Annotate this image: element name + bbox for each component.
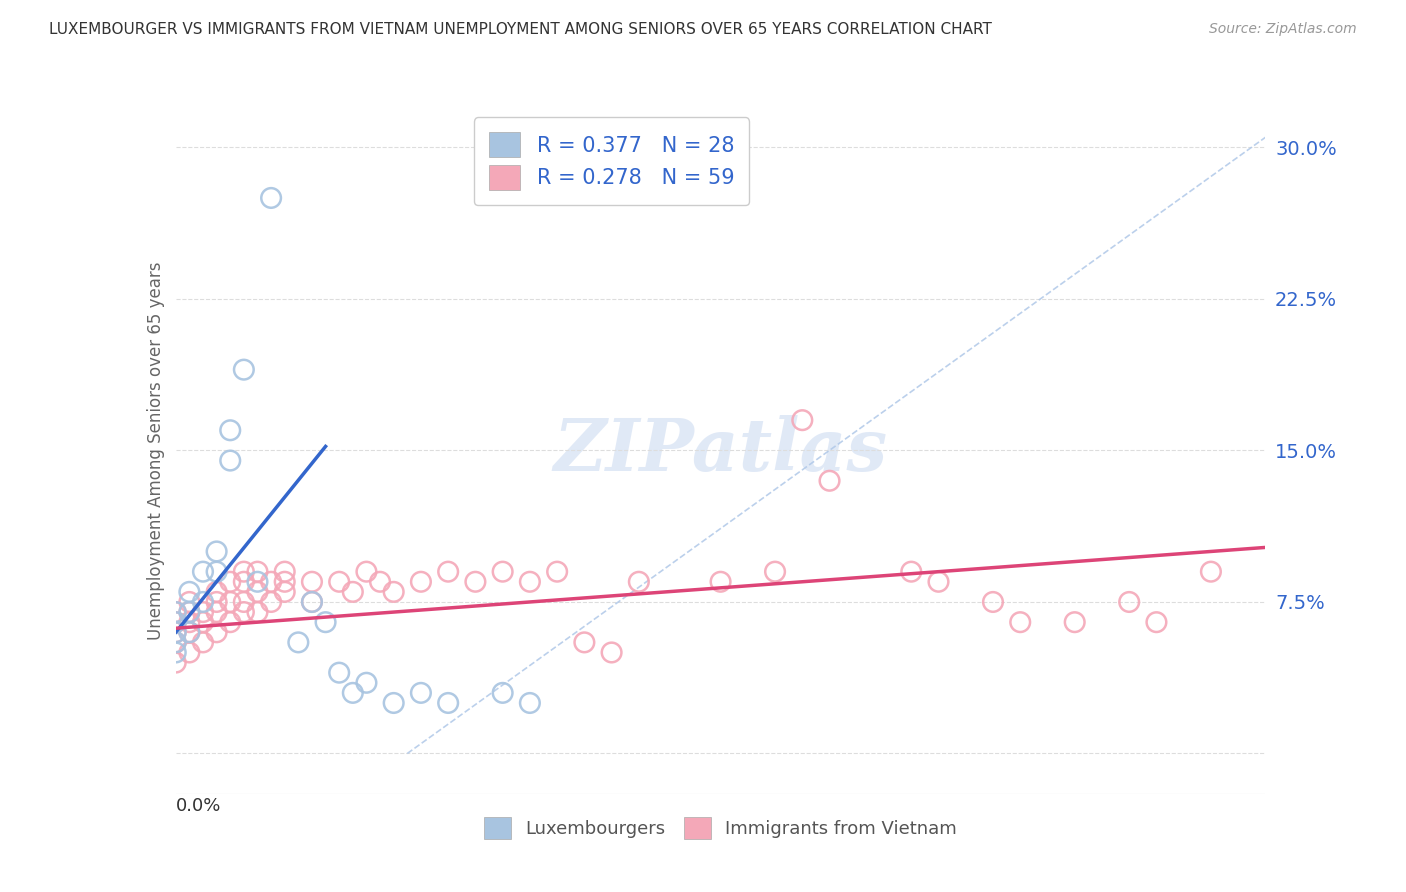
Point	[792, 413, 814, 427]
Point	[301, 595, 323, 609]
Point	[191, 595, 214, 609]
Point	[301, 574, 323, 589]
Point	[246, 574, 269, 589]
Point	[328, 665, 350, 680]
Point	[710, 574, 733, 589]
Point	[232, 605, 254, 619]
Point	[1063, 615, 1085, 630]
Point	[492, 686, 515, 700]
Point	[818, 474, 841, 488]
Point	[492, 565, 515, 579]
Point	[328, 574, 350, 589]
Point	[382, 696, 405, 710]
Point	[260, 574, 283, 589]
Point	[179, 615, 201, 630]
Point	[179, 625, 201, 640]
Point	[165, 625, 187, 640]
Point	[165, 645, 187, 659]
Point	[342, 686, 364, 700]
Point	[205, 595, 228, 609]
Point	[165, 615, 187, 630]
Point	[246, 565, 269, 579]
Point	[232, 595, 254, 609]
Point	[165, 615, 187, 630]
Point	[179, 585, 201, 599]
Point	[165, 635, 187, 649]
Point	[205, 565, 228, 579]
Point	[342, 585, 364, 599]
Point	[205, 585, 228, 599]
Point	[1144, 615, 1167, 630]
Point	[260, 191, 283, 205]
Point	[219, 574, 242, 589]
Point	[165, 625, 187, 640]
Point	[246, 585, 269, 599]
Point	[301, 595, 323, 609]
Point	[219, 595, 242, 609]
Point	[165, 605, 187, 619]
Legend: Luxembourgers, Immigrants from Vietnam: Luxembourgers, Immigrants from Vietnam	[477, 810, 965, 847]
Point	[519, 574, 541, 589]
Point	[315, 615, 337, 630]
Point	[600, 645, 623, 659]
Point	[437, 565, 460, 579]
Point	[382, 585, 405, 599]
Y-axis label: Unemployment Among Seniors over 65 years: Unemployment Among Seniors over 65 years	[146, 261, 165, 640]
Point	[179, 605, 201, 619]
Point	[191, 615, 214, 630]
Point	[409, 686, 432, 700]
Point	[356, 675, 378, 690]
Point	[287, 635, 309, 649]
Point	[274, 574, 297, 589]
Point	[219, 615, 242, 630]
Point	[368, 574, 391, 589]
Point	[232, 574, 254, 589]
Point	[274, 565, 297, 579]
Point	[763, 565, 786, 579]
Text: LUXEMBOURGER VS IMMIGRANTS FROM VIETNAM UNEMPLOYMENT AMONG SENIORS OVER 65 YEARS: LUXEMBOURGER VS IMMIGRANTS FROM VIETNAM …	[49, 22, 993, 37]
Point	[179, 645, 201, 659]
Point	[165, 605, 187, 619]
Point	[1118, 595, 1140, 609]
Point	[519, 696, 541, 710]
Point	[274, 585, 297, 599]
Text: 0.0%: 0.0%	[176, 797, 221, 815]
Point	[627, 574, 650, 589]
Point	[356, 565, 378, 579]
Point	[165, 656, 187, 670]
Point	[191, 635, 214, 649]
Point	[437, 696, 460, 710]
Point	[574, 635, 596, 649]
Point	[219, 423, 242, 437]
Point	[191, 565, 214, 579]
Point	[464, 574, 486, 589]
Point	[191, 605, 214, 619]
Point	[205, 544, 228, 558]
Point	[179, 605, 201, 619]
Point	[219, 453, 242, 467]
Point	[1199, 565, 1222, 579]
Point	[232, 362, 254, 376]
Point	[546, 565, 568, 579]
Point	[165, 635, 187, 649]
Point	[179, 595, 201, 609]
Point	[246, 605, 269, 619]
Point	[205, 605, 228, 619]
Point	[928, 574, 950, 589]
Text: Source: ZipAtlas.com: Source: ZipAtlas.com	[1209, 22, 1357, 37]
Point	[900, 565, 922, 579]
Point	[260, 595, 283, 609]
Point	[1010, 615, 1032, 630]
Point	[981, 595, 1004, 609]
Text: ZIPatlas: ZIPatlas	[554, 415, 887, 486]
Point	[179, 625, 201, 640]
Point	[232, 565, 254, 579]
Point	[205, 625, 228, 640]
Point	[409, 574, 432, 589]
